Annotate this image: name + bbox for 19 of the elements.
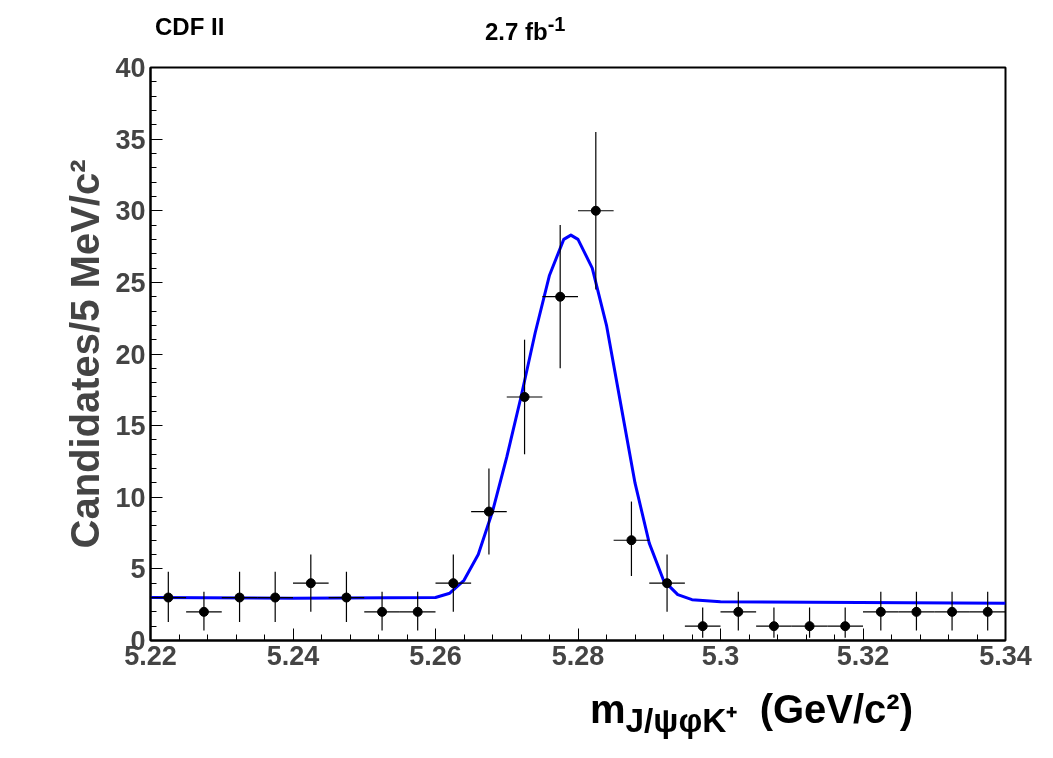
y-tick-label: 15 bbox=[115, 411, 146, 442]
x-tick-label: 5.32 bbox=[836, 640, 890, 671]
x-tick-label: 5.26 bbox=[409, 640, 462, 671]
y-axis-title: Candidates/5 MeV/c² bbox=[63, 159, 108, 549]
y-tick-label: 35 bbox=[115, 124, 146, 155]
y-tick-label: 5 bbox=[130, 554, 146, 585]
x-tick-label: 5.24 bbox=[266, 640, 320, 671]
y-tick-label: 20 bbox=[115, 339, 146, 370]
x-tick-label: 5.28 bbox=[551, 640, 605, 671]
x-tick-label: 5.3 bbox=[701, 640, 740, 671]
text: CDF II bbox=[155, 13, 225, 41]
x-axis-title: m$_{J/ψφK⁺}$ (GeV/c²) bbox=[590, 687, 913, 741]
y-tick-label: 40 bbox=[115, 53, 146, 83]
y-tick-label: 30 bbox=[115, 196, 146, 227]
y-tick-label: 10 bbox=[115, 482, 146, 513]
text: 2.7 fb$^{-1}$ bbox=[485, 13, 566, 46]
x-tick-label: 5.34 bbox=[979, 640, 1032, 671]
y-tick-label: 25 bbox=[115, 267, 146, 298]
line-series bbox=[150, 233, 1006, 605]
